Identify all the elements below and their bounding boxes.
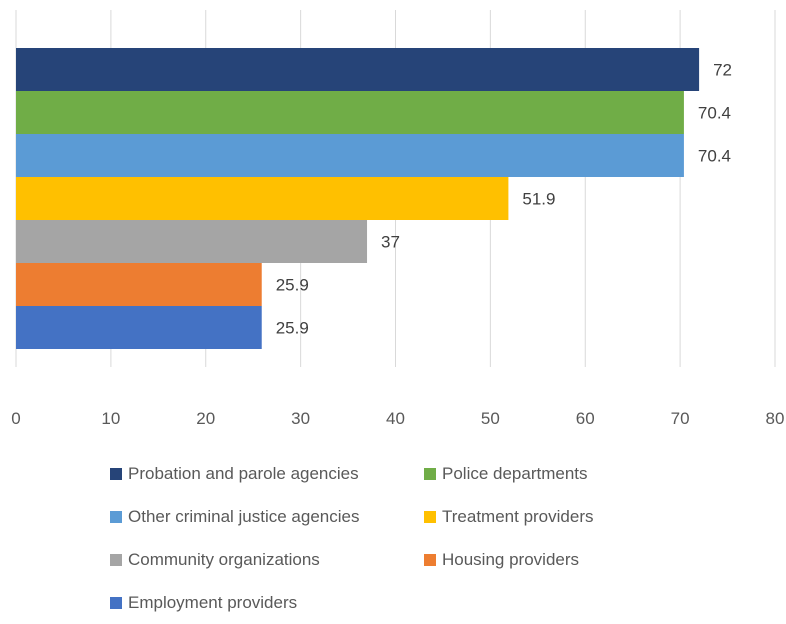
legend-row: Employment providers <box>110 581 670 624</box>
bars: 72 70.4 70.4 51.9 37 25.9 25.9 <box>16 48 732 349</box>
bar <box>16 91 684 134</box>
legend-row: Other criminal justice agencies Treatmen… <box>110 495 670 538</box>
bar <box>16 306 262 349</box>
data-label: 37 <box>381 233 400 252</box>
legend-swatch-police <box>424 467 436 480</box>
bar <box>16 134 684 177</box>
x-tick-label: 80 <box>766 409 785 428</box>
x-tick-label: 20 <box>196 409 215 428</box>
x-tick-label: 10 <box>101 409 120 428</box>
data-label: 72 <box>713 61 732 80</box>
bar <box>16 220 368 263</box>
legend-item-police: Police departments <box>424 464 588 484</box>
legend-item-community: Community organizations <box>110 550 424 570</box>
bar-chart: 72 70.4 70.4 51.9 37 25.9 25.9 0 10 20 30 40 50 60 70… <box>11 10 784 428</box>
legend-label-police: Police departments <box>442 463 588 483</box>
legend-label-employment: Employment providers <box>128 592 298 612</box>
legend-swatch-probation <box>110 467 122 480</box>
x-tick-label: 70 <box>671 409 690 428</box>
legend-item-housing: Housing providers <box>424 550 579 570</box>
data-label: 51.9 <box>522 190 555 209</box>
bar <box>16 48 700 91</box>
legend-row: Community organizations Housing provider… <box>110 538 670 581</box>
legend-row: Probation and parole agencies Police dep… <box>110 452 670 495</box>
legend-label-housing: Housing providers <box>442 549 580 569</box>
x-tick-label: 40 <box>386 409 405 428</box>
legend-swatch-other-cj <box>110 510 122 523</box>
data-label: 70.4 <box>698 147 731 166</box>
legend-label-community: Community organizations <box>128 549 320 569</box>
legend-item-other-cj: Other criminal justice agencies <box>110 507 424 527</box>
legend-item-probation: Probation and parole agencies <box>110 464 424 484</box>
legend-label-other-cj: Other criminal justice agencies <box>128 506 360 526</box>
data-label: 25.9 <box>276 276 309 295</box>
legend-label-probation: Probation and parole agencies <box>128 463 359 483</box>
x-tick-label: 50 <box>481 409 500 428</box>
x-tick-label: 30 <box>291 409 310 428</box>
legend-swatch-treatment <box>424 510 436 523</box>
bar <box>16 177 509 220</box>
legend-swatch-employment <box>110 596 122 609</box>
x-tick-label: 60 <box>576 409 595 428</box>
x-axis: 0 10 20 30 40 50 60 70 80 <box>11 409 784 428</box>
data-label: 70.4 <box>698 104 731 123</box>
legend-swatch-community <box>110 553 122 566</box>
legend: Probation and parole agencies Police dep… <box>110 452 670 624</box>
x-tick-label: 0 <box>11 409 20 428</box>
bar <box>16 263 262 306</box>
data-label: 25.9 <box>276 319 309 338</box>
legend-item-employment: Employment providers <box>110 593 424 613</box>
legend-item-treatment: Treatment providers <box>424 507 593 527</box>
legend-label-treatment: Treatment providers <box>442 506 594 526</box>
legend-swatch-housing <box>424 553 436 566</box>
